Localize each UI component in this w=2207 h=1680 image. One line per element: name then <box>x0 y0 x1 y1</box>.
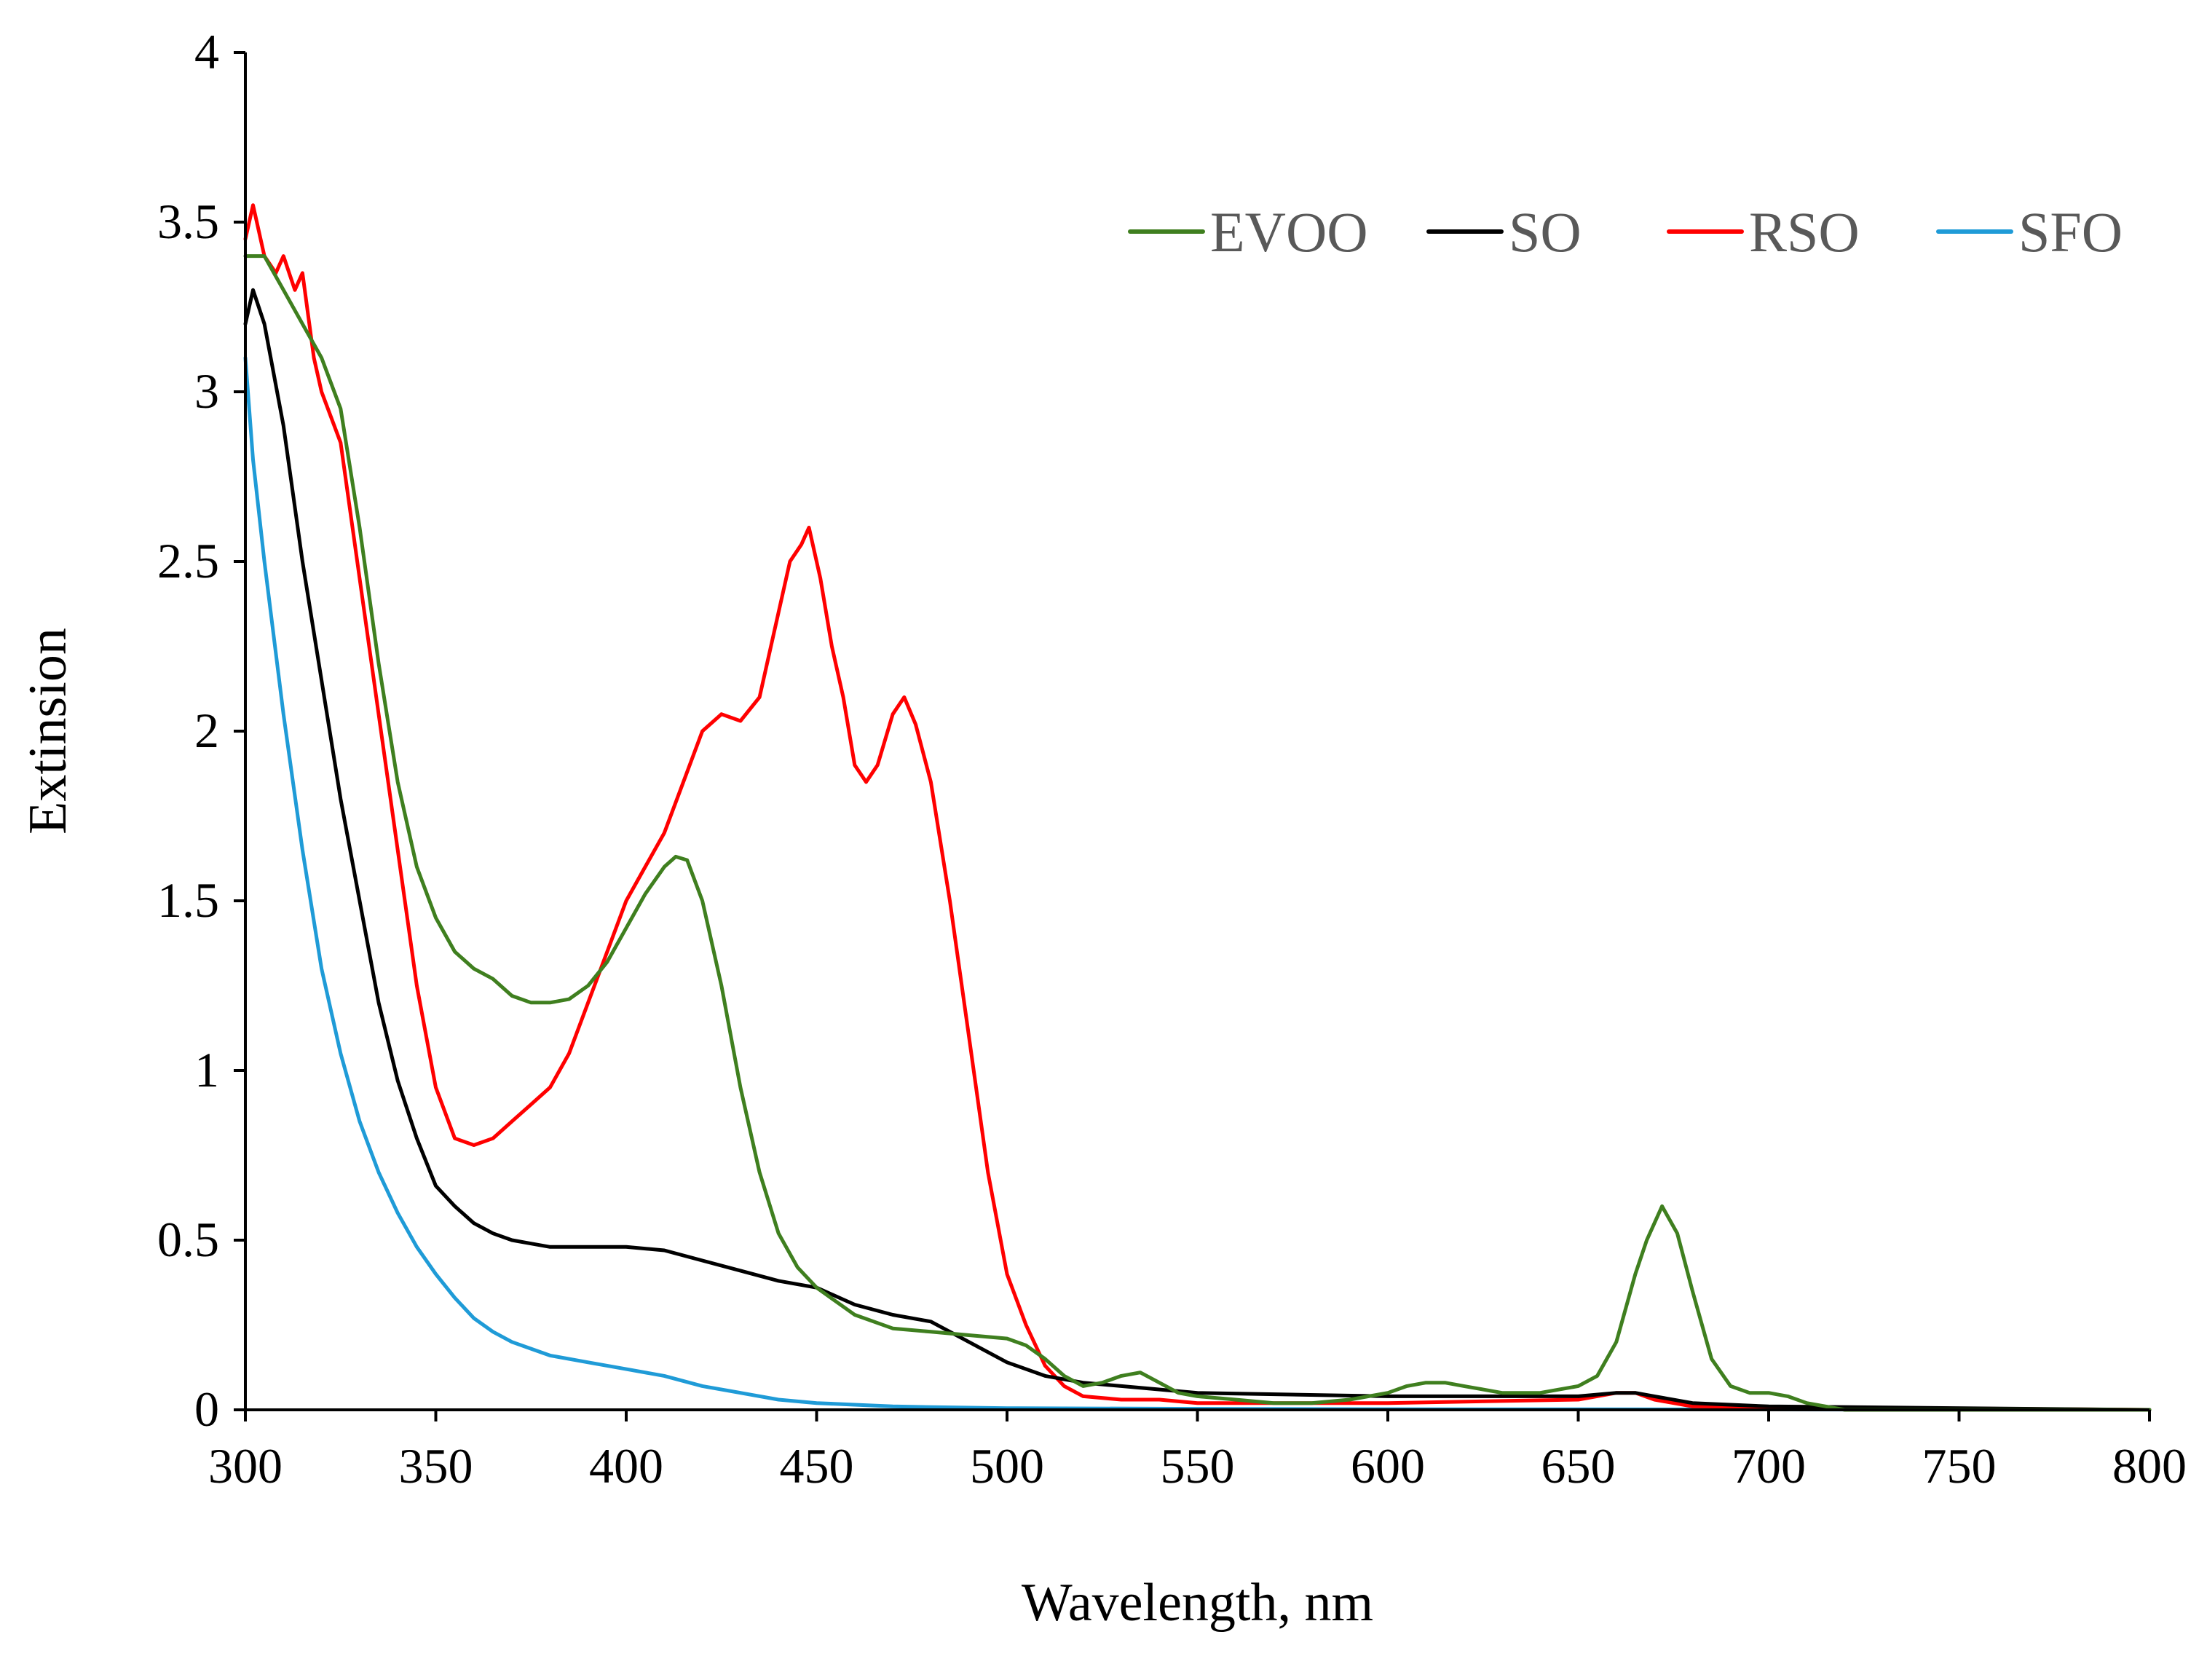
y-tick-label: 3 <box>194 363 219 419</box>
y-tick-label: 1.5 <box>157 872 219 928</box>
y-tick-label: 0 <box>194 1381 219 1437</box>
legend-label: EVOO <box>1210 200 1368 264</box>
legend-label: RSO <box>1749 200 1860 264</box>
x-tick-label: 800 <box>2112 1438 2187 1494</box>
x-axis-title: Wavelength, nm <box>1022 1573 1373 1633</box>
series-line-so <box>243 288 2152 1412</box>
x-tick-label: 700 <box>1732 1438 1806 1494</box>
y-tick-label: 2 <box>194 703 219 758</box>
legend: EVOO SO RSO SFO <box>1128 200 2123 264</box>
x-tick-label: 400 <box>589 1438 663 1494</box>
x-tick-label: 600 <box>1351 1438 1425 1494</box>
series-layer <box>243 203 2152 1412</box>
x-tick-label: 350 <box>399 1438 473 1494</box>
x-tick-label: 450 <box>780 1438 854 1494</box>
y-tick-label: 1 <box>194 1042 219 1097</box>
legend-item-sfo: SFO <box>1936 200 2123 264</box>
y-tick-label: 0.5 <box>157 1212 219 1267</box>
y-tick-label: 3.5 <box>157 194 219 249</box>
legend-label: SFO <box>2018 200 2123 264</box>
x-tick-label: 550 <box>1161 1438 1235 1494</box>
y-tick-label: 4 <box>194 24 219 79</box>
legend-label: SO <box>1509 200 1582 264</box>
x-tick-label: 750 <box>1922 1438 1997 1494</box>
x-tick-label: 300 <box>208 1438 283 1494</box>
series-line-evoo <box>243 254 2152 1412</box>
ticks-layer: 300 350 400 450 500 550 600 650 700 750 800 0 0.5 1 1.… <box>157 24 2187 1494</box>
legend-item-evoo: EVOO <box>1128 200 1368 264</box>
series-line-rso <box>243 203 2152 1412</box>
y-tick-label: 2.5 <box>157 533 219 588</box>
legend-item-so: SO <box>1426 200 1582 264</box>
y-axis-title: Extinsion <box>18 628 78 835</box>
legend-item-rso: RSO <box>1667 200 1860 264</box>
series-line-sfo <box>243 355 2152 1412</box>
x-tick-label: 650 <box>1541 1438 1616 1494</box>
x-tick-label: 500 <box>970 1438 1044 1494</box>
